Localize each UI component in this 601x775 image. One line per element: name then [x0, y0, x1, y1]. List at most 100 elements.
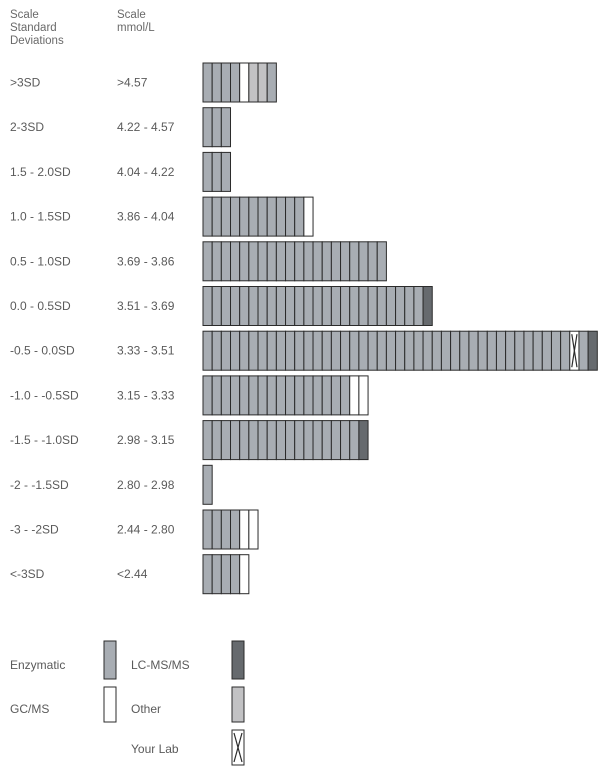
sd-range-label: 2-3SD [10, 120, 44, 134]
bar-cell [404, 286, 415, 326]
bar-cell [230, 375, 241, 416]
bar-cell [202, 196, 213, 237]
bar-cell [294, 241, 305, 282]
legend-label: LC-MS/MS [131, 658, 190, 672]
bar-cell [303, 375, 314, 416]
chart-row: >3SD >4.57 [10, 62, 277, 103]
bar-cell [230, 286, 241, 326]
legend-item: Enzymatic [10, 640, 117, 680]
bar-cell [385, 286, 397, 326]
bar-cell [239, 420, 250, 461]
bar-cell [303, 241, 314, 282]
bar-cell [285, 375, 296, 416]
legend-swatch [103, 686, 117, 723]
mmol-range-label: >4.57 [117, 76, 148, 90]
bar-cell [266, 196, 277, 237]
bar-cell [257, 196, 268, 237]
mmol-range-label: 3.86 - 4.04 [117, 210, 175, 224]
bar-cell [202, 509, 213, 550]
bar-cell [294, 196, 305, 237]
mmol-range-label: 2.98 - 3.15 [117, 433, 175, 447]
bar-cell [257, 286, 268, 326]
bar-cell [349, 241, 360, 282]
bar-cell [330, 330, 342, 371]
sd-range-label: -0.5 - 0.0SD [10, 344, 75, 358]
bar-cell [275, 420, 287, 461]
chart-row: 0.0 - 0.5SD 3.51 - 3.69 [10, 286, 433, 326]
bar-cell [202, 241, 213, 282]
bar-cell [330, 420, 342, 461]
legend-swatch [103, 640, 117, 680]
bar-cell [514, 330, 525, 371]
sd-range-label: 0.0 - 0.5SD [10, 299, 71, 313]
bar-cell [202, 330, 213, 371]
mmol-range-label: 2.44 - 2.80 [117, 523, 175, 537]
sd-header-line: Scale [10, 9, 39, 21]
legend-item: LC-MS/MS [131, 640, 245, 680]
legend-item: Other [131, 686, 245, 723]
bar-cell [330, 241, 342, 282]
bar-cell [220, 107, 232, 148]
bar-cell [266, 286, 277, 326]
legend-label: GC/MS [10, 702, 49, 716]
bar-cell [294, 375, 305, 416]
bar-cell [230, 420, 241, 461]
bar-cell [220, 286, 232, 326]
bar-cell [248, 286, 259, 326]
bar-cell [340, 375, 351, 416]
bar-cell [312, 375, 323, 416]
bar-cell [321, 420, 332, 461]
chart-row: -3 - -2SD 2.44 - 2.80 [10, 509, 259, 550]
bar-cell [211, 554, 222, 595]
chart-rows: >3SD >4.57 2-3SD 4.22 - 4.57 1.5 - 2.0SD 4.04… [10, 62, 598, 595]
bar-cell [248, 420, 259, 461]
sd-range-label: >3SD [10, 76, 41, 90]
mmol-range-label: 3.15 - 3.33 [117, 388, 175, 402]
mmol-header-line: mmol/L [117, 22, 155, 34]
sd-range-label: -1.0 - -0.5SD [10, 388, 79, 402]
mmol-range-label: 3.69 - 3.86 [117, 254, 175, 268]
bar-cell [376, 330, 387, 371]
bar-cell [431, 330, 442, 371]
bar-cell [230, 509, 241, 550]
bar-cell [275, 286, 287, 326]
bar-cell [211, 420, 222, 461]
chart-row: -2 - -1.5SD 2.80 - 2.98 [10, 464, 213, 505]
bar-cell [321, 330, 332, 371]
bar-cell [248, 330, 259, 371]
chart-row: 0.5 - 1.0SD 3.69 - 3.86 [10, 241, 387, 282]
bar-cell [459, 330, 470, 371]
chart-row: -1.0 - -0.5SD 3.15 - 3.33 [10, 375, 369, 416]
bar-cell [230, 241, 241, 282]
bar-cell [266, 375, 277, 416]
bar-cell [330, 375, 342, 416]
bar-cell [211, 375, 222, 416]
bar-cell [239, 286, 250, 326]
bar-cell [340, 286, 351, 326]
bar-cell [230, 62, 241, 103]
bar-cell [376, 241, 387, 282]
bar-cell [220, 420, 232, 461]
bar-cell [220, 509, 232, 550]
bar-cell [303, 286, 314, 326]
legend: Enzymatic GC/MS LC-MS/MS Other Your Lab [10, 640, 245, 766]
sd-range-label: 1.0 - 1.5SD [10, 210, 71, 224]
bar-cell [275, 196, 287, 237]
bar-cell [220, 330, 232, 371]
bar-cell [211, 151, 222, 192]
bar-cell [202, 107, 213, 148]
bar-cell [358, 375, 369, 416]
bar-cell [239, 196, 250, 237]
sd-range-label: -3 - -2SD [10, 523, 59, 537]
sd-range-label: 0.5 - 1.0SD [10, 254, 71, 268]
bar-cell [239, 375, 250, 416]
sd-range-label: <-3SD [10, 567, 45, 581]
bar-cell [413, 330, 424, 371]
bar-cell [220, 151, 232, 192]
mmol-range-label: <2.44 [117, 567, 148, 581]
bar-cell [486, 330, 497, 371]
bar-cell [275, 241, 287, 282]
sd-header-line: Standard [10, 22, 57, 34]
bar-cell [321, 286, 332, 326]
bar-cell [239, 509, 250, 550]
